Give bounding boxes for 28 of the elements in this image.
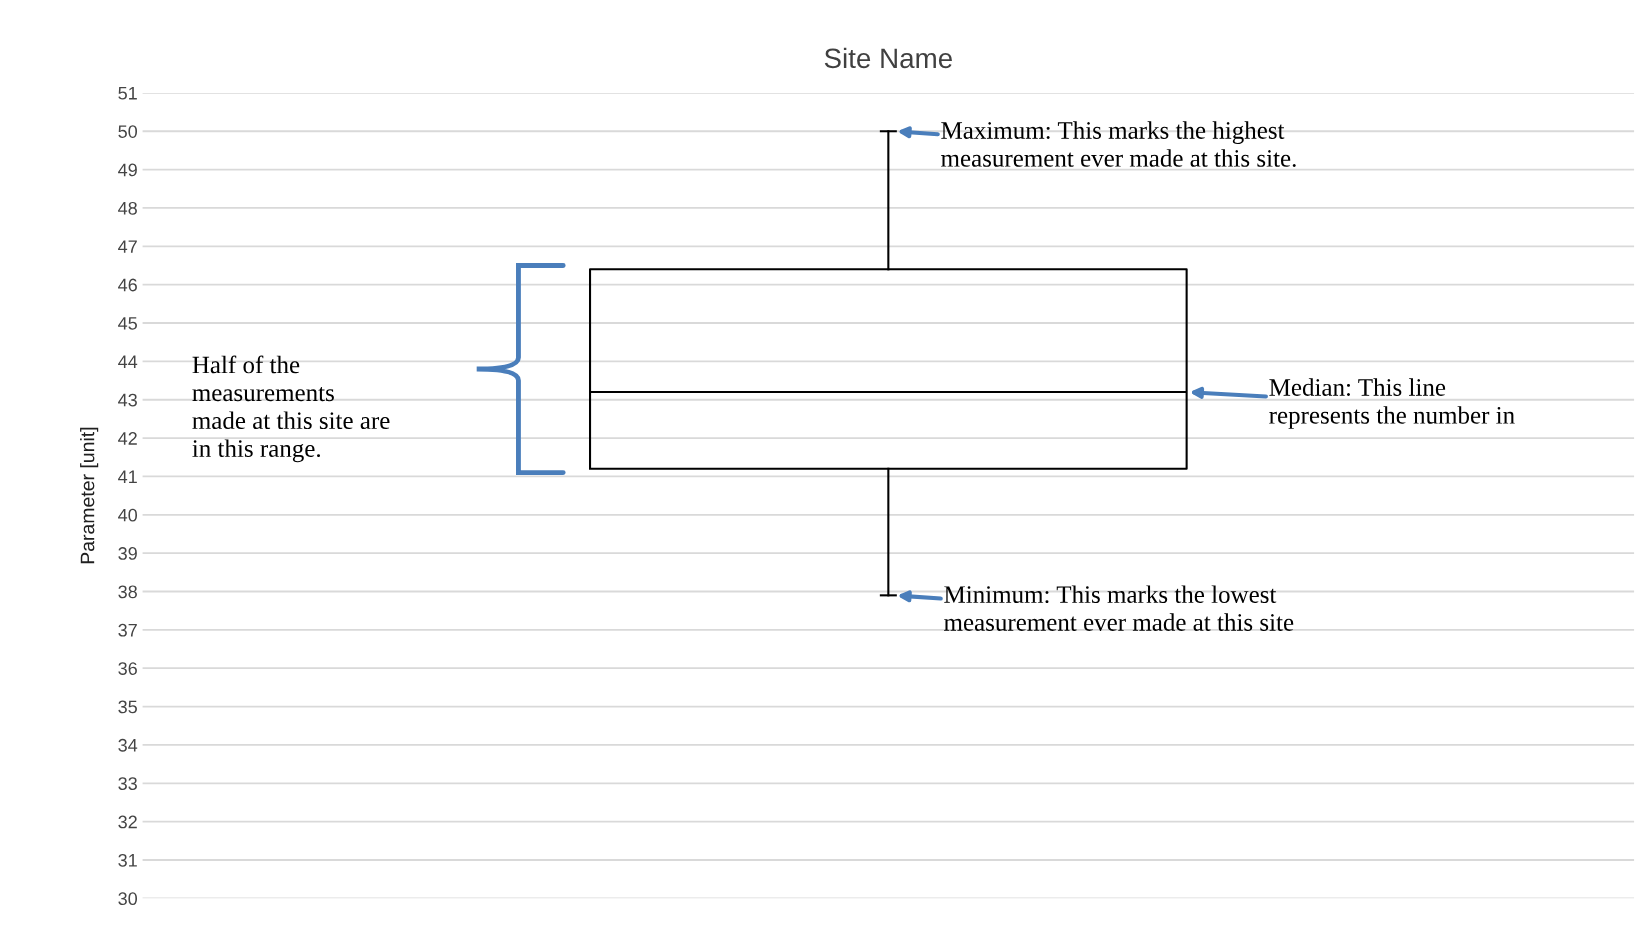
y-tick-label: 42	[118, 432, 137, 445]
y-tick-label: 50	[118, 125, 138, 138]
chart-title: Site Name	[824, 47, 952, 69]
y-tick-label: 31	[118, 853, 137, 867]
y-tick-label: 34	[118, 738, 138, 752]
y-tick-label: 39	[118, 547, 137, 560]
y-tick-label: 48	[118, 201, 137, 215]
annotation: Minimum: This marks the lowest measurement ever made at this site	[944, 585, 1294, 631]
y-tick-label: 44	[118, 355, 138, 368]
y-axis-title: Parameter [unit]	[80, 427, 99, 564]
y-tick-label: 49	[118, 163, 137, 177]
y-tick-label: 36	[118, 662, 137, 675]
annotation: Half of the measurements made at this site are in this range.	[192, 355, 390, 463]
y-tick-label: 43	[118, 393, 137, 407]
y-tick-label: 30	[118, 892, 138, 906]
y-tick-label: 40	[118, 508, 138, 522]
y-tick-label: 37	[118, 623, 137, 637]
y-tick-label: 35	[118, 700, 137, 714]
y-tick-label: 32	[118, 815, 137, 829]
annotation: Maximum: This marks the highest measurement ever made at this site.	[941, 121, 1296, 167]
y-tick-label: 38	[118, 585, 137, 599]
y-tick-label: 47	[118, 240, 137, 253]
y-tick-label: 45	[118, 317, 137, 330]
annotation: Median: This line represents the number in	[1269, 378, 1515, 429]
y-tick-label: 51	[118, 87, 137, 100]
y-tick-label: 46	[118, 278, 137, 292]
y-tick-label: 41	[118, 470, 137, 483]
y-tick-label: 33	[118, 777, 137, 790]
